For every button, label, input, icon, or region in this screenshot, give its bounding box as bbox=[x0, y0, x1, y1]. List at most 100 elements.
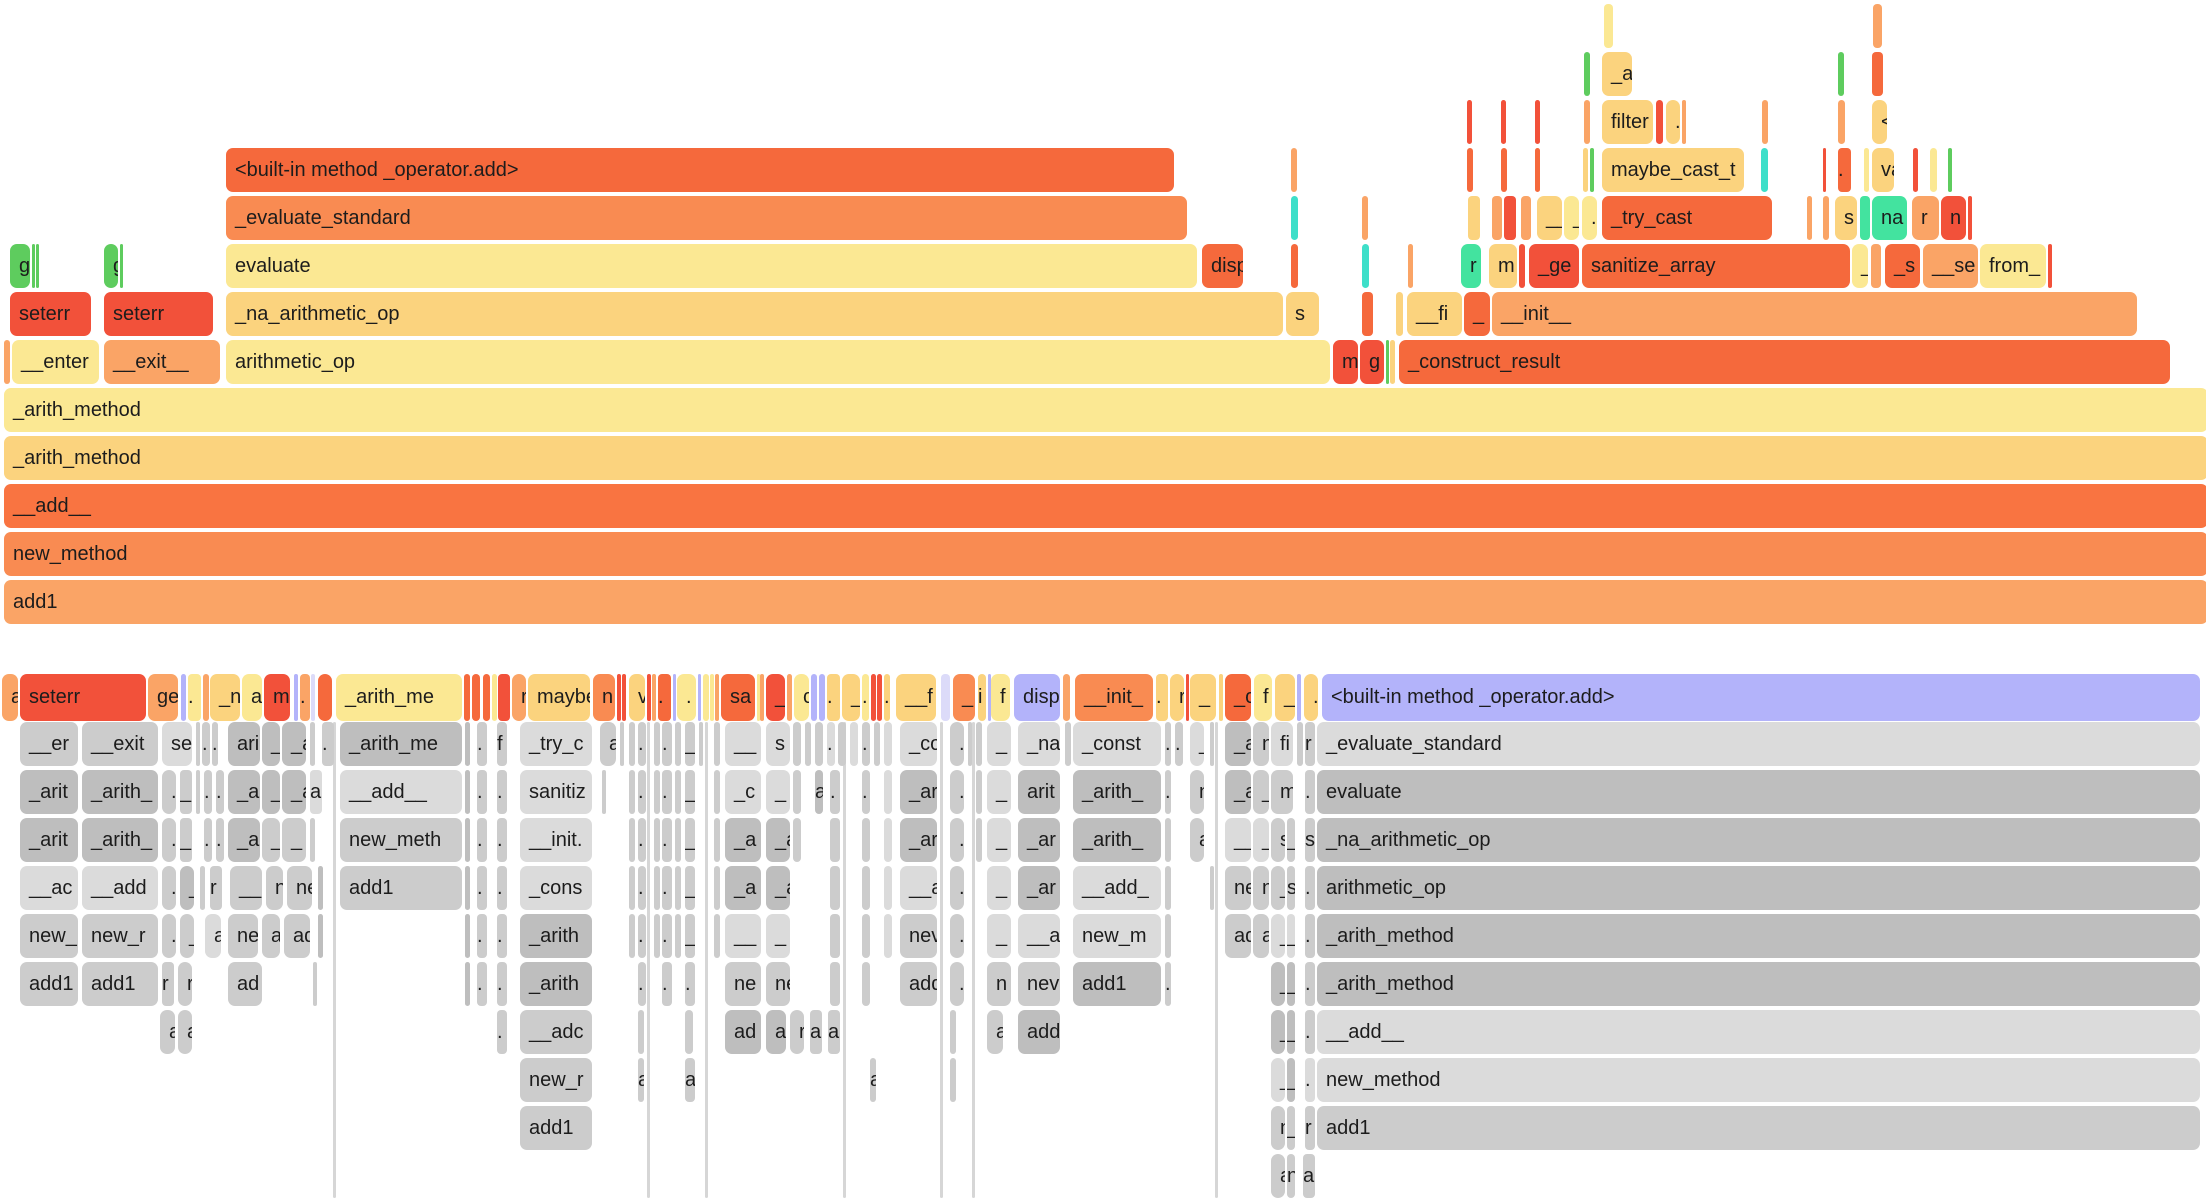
stack-frame[interactable]: _arith_ bbox=[82, 770, 158, 814]
stack-frame[interactable] bbox=[830, 962, 840, 1006]
leaf-frame[interactable] bbox=[1219, 674, 1223, 721]
stack-frame[interactable]: . bbox=[830, 770, 840, 814]
stack-frame[interactable] bbox=[654, 914, 660, 958]
top-frame[interactable] bbox=[1807, 196, 1812, 240]
leaf-frame[interactable] bbox=[819, 674, 825, 721]
stack-frame[interactable]: . bbox=[950, 962, 964, 1006]
top-frame[interactable] bbox=[1386, 340, 1389, 384]
stack-frame[interactable] bbox=[310, 722, 315, 766]
leaf-frame[interactable] bbox=[492, 674, 497, 721]
stack-frame[interactable]: _ bbox=[987, 914, 1011, 958]
leaf-frame[interactable] bbox=[311, 674, 315, 721]
stack-frame[interactable] bbox=[976, 722, 982, 766]
stack-frame[interactable]: _ bbox=[685, 722, 695, 766]
stack-frame[interactable]: . bbox=[638, 962, 646, 1006]
stack-frame[interactable] bbox=[830, 866, 840, 910]
stack-frame[interactable] bbox=[675, 818, 681, 862]
stack-frame[interactable]: _a bbox=[766, 866, 790, 910]
stack-frame[interactable]: m bbox=[1271, 770, 1293, 814]
stack-frame[interactable] bbox=[793, 722, 801, 766]
top-frame[interactable]: evaluate bbox=[226, 244, 1197, 288]
top-frame[interactable] bbox=[1762, 100, 1768, 144]
stack-frame[interactable]: . bbox=[477, 818, 487, 862]
stack-frame[interactable]: add1 bbox=[340, 866, 462, 910]
stack-frame[interactable] bbox=[310, 818, 315, 862]
stack-frame[interactable] bbox=[654, 818, 660, 862]
stack-frame[interactable]: . bbox=[862, 722, 870, 766]
stack-frame[interactable]: . bbox=[497, 818, 507, 862]
stack-frame[interactable]: _na_arithmetic_op bbox=[1317, 818, 2200, 862]
leaf-frame[interactable] bbox=[760, 674, 764, 721]
stack-frame[interactable]: r bbox=[162, 962, 174, 1006]
top-frame[interactable] bbox=[1501, 100, 1506, 144]
leaf-frame[interactable] bbox=[647, 674, 651, 721]
stack-frame[interactable] bbox=[654, 866, 660, 910]
stack-frame[interactable]: a bbox=[205, 914, 221, 958]
stack-frame[interactable]: . bbox=[497, 914, 507, 958]
top-frame[interactable]: _arith_method bbox=[4, 436, 2206, 480]
stack-frame[interactable] bbox=[638, 1010, 644, 1054]
stack-frame[interactable]: _cons bbox=[520, 866, 592, 910]
top-frame[interactable] bbox=[1604, 4, 1613, 48]
stack-frame[interactable]: _evaluate_standard bbox=[1317, 722, 2200, 766]
stack-frame[interactable]: ne bbox=[287, 866, 312, 910]
stack-frame[interactable] bbox=[815, 722, 823, 766]
stack-frame[interactable]: s bbox=[1287, 866, 1295, 910]
stack-frame[interactable]: . bbox=[1305, 770, 1315, 814]
stack-frame[interactable]: __ bbox=[1253, 818, 1269, 862]
stack-thin-column[interactable] bbox=[333, 722, 336, 1198]
top-frame[interactable]: __add__ bbox=[4, 484, 2206, 528]
stack-frame[interactable]: . bbox=[662, 818, 672, 862]
stack-frame[interactable]: nev bbox=[900, 914, 937, 958]
stack-frame[interactable]: a bbox=[310, 770, 322, 814]
stack-frame[interactable]: _ar bbox=[900, 770, 937, 814]
stack-frame[interactable]: _a bbox=[725, 866, 761, 910]
stack-frame[interactable] bbox=[884, 722, 892, 766]
stack-frame[interactable]: _a bbox=[725, 818, 761, 862]
stack-frame[interactable]: _ bbox=[766, 914, 790, 958]
stack-frame[interactable]: __init. bbox=[520, 818, 592, 862]
top-frame[interactable] bbox=[1501, 148, 1507, 192]
stack-frame[interactable]: _ bbox=[1287, 818, 1295, 862]
stack-frame[interactable]: . bbox=[497, 962, 507, 1006]
stack-frame[interactable]: add1 bbox=[1317, 1106, 2200, 1150]
stack-frame[interactable] bbox=[1165, 818, 1171, 862]
stack-frame[interactable]: add1 bbox=[520, 1106, 592, 1150]
stack-frame[interactable]: . bbox=[638, 722, 646, 766]
stack-frame[interactable] bbox=[629, 818, 635, 862]
stack-frame[interactable]: a bbox=[1303, 1154, 1315, 1198]
stack-frame[interactable]: . bbox=[950, 722, 964, 766]
stack-frame[interactable] bbox=[714, 722, 720, 766]
stack-frame[interactable] bbox=[714, 914, 720, 958]
stack-frame[interactable]: . bbox=[950, 770, 964, 814]
stack-frame[interactable] bbox=[805, 722, 811, 766]
stack-frame[interactable] bbox=[465, 722, 470, 766]
stack-frame[interactable]: . bbox=[862, 770, 870, 814]
stack-frame[interactable]: _co bbox=[900, 722, 937, 766]
stack-frame[interactable]: _ bbox=[1287, 1106, 1295, 1150]
stack-frame[interactable]: _ar bbox=[900, 818, 937, 862]
stack-frame[interactable]: _ bbox=[1271, 866, 1285, 910]
stack-frame[interactable]: . bbox=[497, 1010, 507, 1054]
stack-frame[interactable] bbox=[629, 866, 635, 910]
stack-frame[interactable]: ne bbox=[228, 914, 258, 958]
stack-frame[interactable]: . bbox=[662, 962, 672, 1006]
top-frame[interactable]: _arith_method bbox=[4, 388, 2206, 432]
stack-frame[interactable]: fi bbox=[1271, 722, 1293, 766]
top-frame[interactable] bbox=[1390, 340, 1395, 384]
top-frame[interactable] bbox=[1504, 196, 1516, 240]
stack-frame[interactable]: . bbox=[662, 770, 672, 814]
top-frame[interactable] bbox=[1467, 100, 1472, 144]
stack-frame[interactable] bbox=[830, 914, 840, 958]
top-frame[interactable] bbox=[120, 244, 123, 288]
stack-frame[interactable]: add bbox=[900, 962, 937, 1006]
stack-frame[interactable]: __ bbox=[1225, 818, 1251, 862]
stack-frame[interactable]: ad bbox=[725, 1010, 761, 1054]
stack-frame[interactable]: _arith_method bbox=[1317, 962, 2200, 1006]
top-frame[interactable] bbox=[1823, 196, 1829, 240]
stack-frame[interactable]: _ bbox=[766, 770, 790, 814]
stack-frame[interactable]: _ bbox=[1287, 1010, 1295, 1054]
stack-frame[interactable]: . bbox=[477, 962, 487, 1006]
leaf-frame[interactable] bbox=[698, 674, 701, 721]
stack-frame[interactable]: _a bbox=[282, 770, 306, 814]
